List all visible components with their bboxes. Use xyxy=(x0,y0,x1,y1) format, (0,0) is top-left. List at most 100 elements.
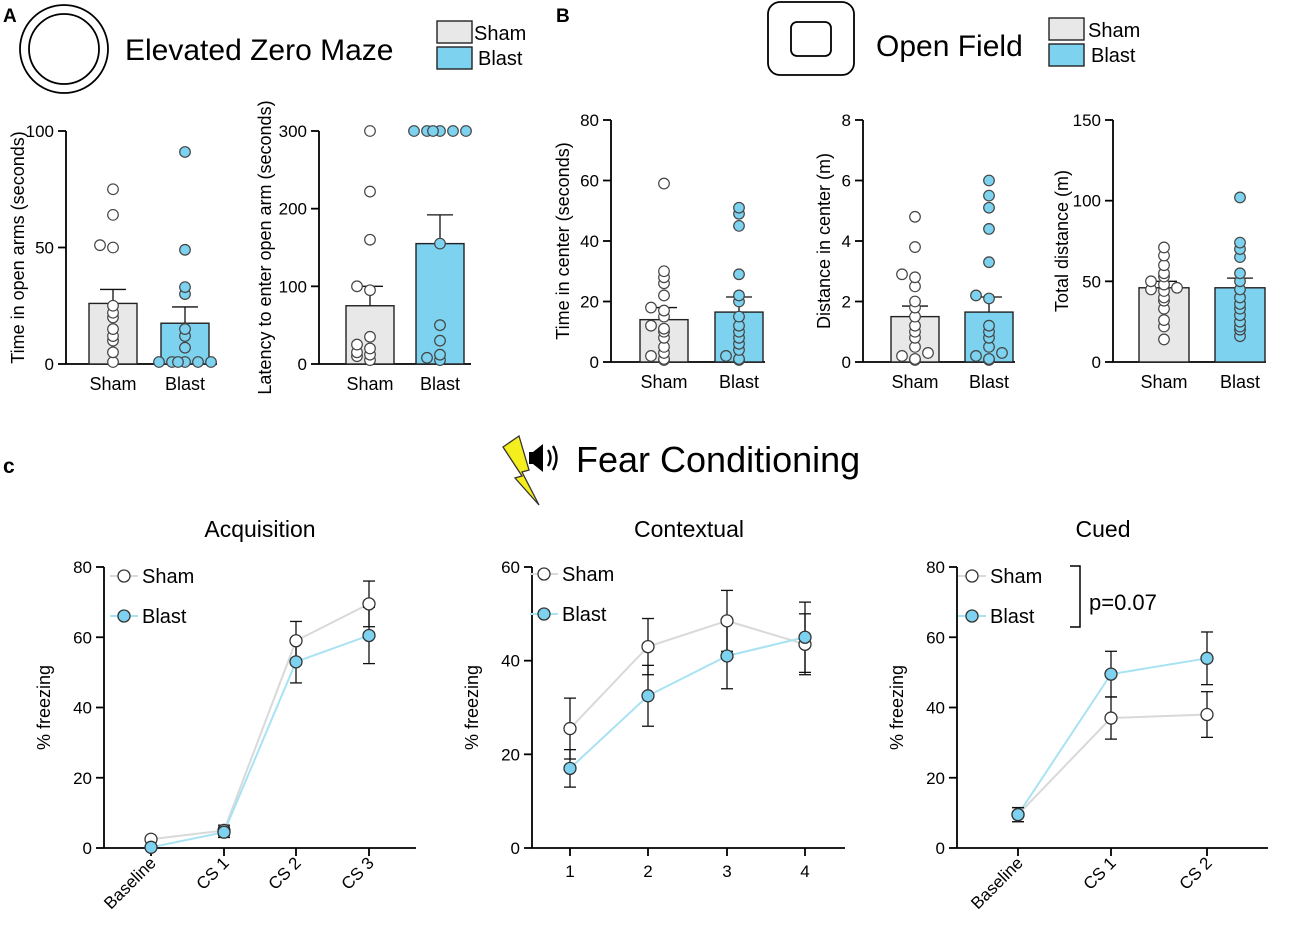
data-point-sham xyxy=(364,342,376,355)
y-tick-label: 0 xyxy=(83,839,92,858)
y-axis-label: Time in center (seconds) xyxy=(553,142,573,339)
data-point-sham xyxy=(94,239,106,252)
square-arena-icon xyxy=(767,1,855,76)
y-tick-label: 80 xyxy=(926,558,945,577)
y-tick-label: 0 xyxy=(298,355,307,374)
data-point-blast xyxy=(983,201,995,214)
legend-swatch-blast xyxy=(436,46,473,70)
x-tick-label: 2 xyxy=(643,862,652,881)
panel-b-legend: Sham Blast xyxy=(1048,17,1140,67)
data-point-sham xyxy=(107,356,119,368)
x-tick-label: Baseline xyxy=(967,853,1027,913)
legend-label-blast: Blast xyxy=(478,48,523,70)
y-tick-label: 60 xyxy=(926,628,945,647)
legend-label-blast: Blast xyxy=(1091,45,1136,67)
panel-label-a: A xyxy=(3,6,17,27)
data-point-sham xyxy=(1158,314,1170,326)
y-tick-label: 50 xyxy=(1082,272,1101,291)
data-point-blast xyxy=(733,268,745,281)
legend-label-sham: Sham xyxy=(562,564,614,586)
data-point-sham xyxy=(1200,707,1214,722)
data-point-blast xyxy=(427,125,439,137)
x-tick-label: Blast xyxy=(165,374,205,394)
y-tick-label: 50 xyxy=(35,239,54,258)
x-tick-label: Blast xyxy=(420,374,460,394)
data-point-blast xyxy=(733,310,745,323)
y-tick-label: 4 xyxy=(842,232,851,251)
y-tick-label: 20 xyxy=(73,769,92,788)
data-point-blast xyxy=(1104,667,1118,681)
x-tick-label: CS 1 xyxy=(193,853,233,893)
panel-a-legend: Sham Blast xyxy=(436,20,526,70)
x-tick-label: CS 1 xyxy=(1080,853,1120,893)
significance-bracket xyxy=(1070,565,1081,628)
y-tick-label: 200 xyxy=(279,200,307,219)
data-point-blast xyxy=(733,201,745,214)
data-point-sham xyxy=(364,330,376,343)
y-tick-label: 300 xyxy=(279,122,307,141)
legend-label-sham: Sham xyxy=(990,566,1042,588)
x-tick-label: CS 2 xyxy=(1176,853,1216,893)
data-point-sham xyxy=(364,284,376,297)
data-point-blast xyxy=(289,655,303,669)
y-tick-label: 0 xyxy=(936,839,945,858)
y-tick-label: 2 xyxy=(842,293,851,312)
data-point-sham xyxy=(909,241,921,253)
data-point-blast xyxy=(434,237,446,250)
y-tick-label: 60 xyxy=(73,628,92,647)
x-tick-label: Blast xyxy=(1220,372,1260,392)
x-tick-label: Blast xyxy=(969,372,1009,392)
chart-of-time-center: 0 20 40 60 80 Time in center (seconds) Sham Bla… xyxy=(553,111,765,392)
data-point-blast xyxy=(447,125,459,137)
data-point-sham xyxy=(641,639,655,654)
data-point-sham xyxy=(909,271,921,284)
data-point-sham xyxy=(909,210,921,223)
data-point-blast xyxy=(983,189,995,202)
y-tick-label: 0 xyxy=(511,839,520,858)
legend-label-sham: Sham xyxy=(1088,20,1140,42)
data-point-sham xyxy=(1145,275,1157,288)
data-point-sham xyxy=(107,183,119,196)
data-point-blast xyxy=(983,174,995,187)
legend-marker-sham xyxy=(537,567,551,581)
data-point-sham xyxy=(107,241,119,254)
data-point-sham xyxy=(364,233,376,246)
data-point-sham xyxy=(645,350,657,362)
data-point-blast xyxy=(1011,807,1025,822)
legend-marker-blast xyxy=(537,607,551,621)
data-point-blast xyxy=(996,347,1008,359)
data-point-blast xyxy=(192,356,204,368)
y-tick-label: 150 xyxy=(1073,111,1101,130)
chart-title: Contextual xyxy=(634,516,744,542)
y-tick-label: 0 xyxy=(590,353,599,372)
data-point-sham xyxy=(909,295,921,308)
chart-fc-acquisition: Acquisition 0 20 40 60 80 % freezing Baseline CS… xyxy=(34,516,416,913)
data-point-sham xyxy=(364,125,376,137)
series-line-sham xyxy=(569,619,806,730)
y-axis-label: Time in open arms (seconds) xyxy=(8,131,28,363)
circle-maze-icon xyxy=(19,4,109,94)
chart-fc-contextual: Contextual 0 20 40 60 % freezing 1 2 3 4 Sham Blast xyxy=(462,516,845,881)
y-tick-label: 40 xyxy=(580,232,599,251)
legend-label-sham: Sham xyxy=(142,566,194,588)
y-tick-label: 100 xyxy=(26,122,54,141)
legend-label-blast: Blast xyxy=(990,606,1035,628)
data-point-blast xyxy=(733,289,745,302)
series-line-blast xyxy=(1017,657,1208,816)
data-point-sham xyxy=(107,299,119,312)
legend-label-sham: Sham xyxy=(474,23,526,45)
y-tick-label: 80 xyxy=(580,111,599,130)
chart-legend: Sham Blast xyxy=(110,566,194,628)
data-point-sham xyxy=(563,721,577,736)
data-point-blast xyxy=(983,292,995,305)
data-point-sham xyxy=(922,347,934,359)
x-tick-label: CS 2 xyxy=(265,853,305,893)
legend-label-blast: Blast xyxy=(562,604,607,626)
data-point-sham xyxy=(351,280,363,293)
series-line-blast xyxy=(150,634,370,849)
x-tick-label: Blast xyxy=(719,372,759,392)
data-point-blast xyxy=(179,281,191,294)
chart-legend: Sham Blast xyxy=(958,566,1042,628)
